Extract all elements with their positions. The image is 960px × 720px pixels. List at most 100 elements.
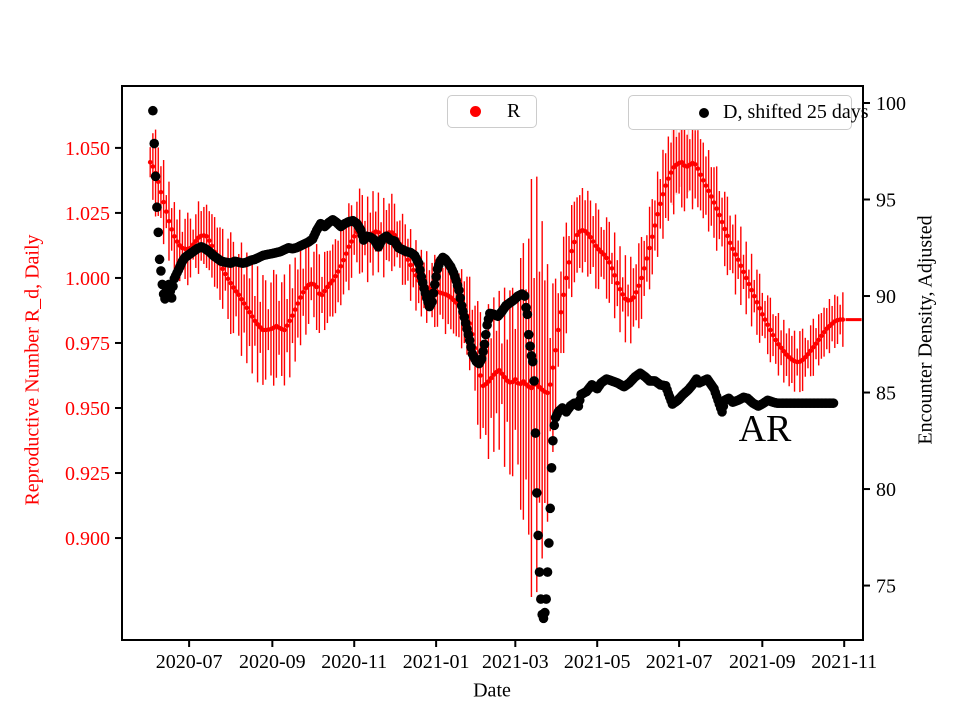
left-tick-label: 0.975 <box>65 333 110 355</box>
r-data-point <box>620 292 626 297</box>
left-tick-label: 1.000 <box>65 268 110 290</box>
r-data-point <box>692 162 698 167</box>
r-data-point <box>255 322 260 327</box>
d-data-point <box>150 171 161 182</box>
r-data-point <box>698 172 703 178</box>
d-data-point <box>154 254 165 265</box>
r-data-point <box>711 200 717 205</box>
d-data-point <box>525 341 535 352</box>
right-tick-label: 100 <box>876 93 906 115</box>
r-data-point <box>335 269 341 274</box>
r-data-point <box>733 252 738 257</box>
r-data-point <box>738 263 744 269</box>
r-data-point <box>172 234 177 239</box>
left-tick-label: 0.925 <box>65 463 110 485</box>
r-data-point <box>617 286 623 292</box>
r-data-point <box>735 257 741 263</box>
r-data-point <box>722 226 728 232</box>
d-data-point <box>533 530 543 541</box>
r-data-point <box>322 288 328 294</box>
r-data-point <box>821 329 827 335</box>
d-data-point <box>455 293 466 303</box>
r-data-point <box>502 374 507 380</box>
r-data-point <box>295 301 301 306</box>
r-data-point <box>660 191 666 197</box>
r-data-point <box>290 313 295 318</box>
d-data-point <box>427 297 437 307</box>
r-data-point <box>585 231 591 237</box>
r-data-point <box>284 323 290 328</box>
r-data-point <box>719 219 725 225</box>
r-data-point <box>816 337 822 343</box>
r-data-point <box>351 234 357 239</box>
r-data-point <box>233 289 239 294</box>
legend-r-label: R <box>507 100 521 122</box>
r-data-point <box>725 233 730 239</box>
r-data-point <box>499 371 505 377</box>
d-data-point <box>546 463 557 473</box>
r-data-point <box>765 322 770 328</box>
r-data-point <box>762 317 768 322</box>
d-data-point <box>429 279 440 290</box>
d-data-point <box>544 538 554 548</box>
r-data-point <box>244 305 250 311</box>
legend-r-series: R <box>447 95 537 128</box>
r-data-point <box>558 309 564 315</box>
d-data-point <box>168 281 178 292</box>
r-data-point <box>193 238 199 244</box>
r-data-point <box>249 314 255 319</box>
r-data-point <box>593 243 599 249</box>
r-data-point <box>252 318 258 324</box>
r-data-point <box>754 299 760 305</box>
r-data-point <box>727 240 733 246</box>
r-data-point <box>741 269 746 275</box>
d-data-point <box>428 288 439 298</box>
r-data-point <box>770 332 776 338</box>
r-data-point <box>564 275 569 281</box>
x-tick-label: 2020-09 <box>239 651 306 673</box>
r-data-point <box>228 280 234 286</box>
r-data-point <box>609 266 615 271</box>
r-data-point <box>709 194 714 199</box>
d-data-point <box>148 105 158 116</box>
r-data-point <box>204 234 209 239</box>
r-data-point <box>647 245 652 251</box>
right-tick-label: 85 <box>876 383 896 405</box>
r-data-point <box>668 170 674 175</box>
r-data-point <box>303 285 309 291</box>
ar-annotation: AR <box>738 408 792 451</box>
r-data-point <box>566 260 572 265</box>
x-tick-label: 2020-07 <box>156 651 223 673</box>
d-data-point <box>431 271 441 282</box>
r-data-point <box>652 223 658 228</box>
d-data-point <box>152 202 162 213</box>
r-data-point <box>663 183 668 188</box>
r-data-point <box>330 278 336 283</box>
r-data-point <box>239 296 244 302</box>
r-data-point <box>561 292 566 298</box>
d-data-point <box>548 435 558 446</box>
r-data-point <box>529 385 534 391</box>
r-data-point <box>805 351 811 357</box>
r-data-point <box>314 284 319 290</box>
r-data-point <box>247 309 252 315</box>
r-data-point <box>768 327 773 333</box>
r-data-point <box>819 333 824 339</box>
r-data-point <box>163 209 169 214</box>
r-data-point <box>706 188 711 194</box>
r-data-point <box>513 377 518 382</box>
r-data-point <box>746 281 752 287</box>
left-tick-label: 0.950 <box>65 398 110 420</box>
d-data-point <box>828 398 839 408</box>
r-data-point <box>158 189 164 195</box>
r-data-point <box>547 382 553 387</box>
r-data-point <box>644 256 650 261</box>
r-data-point <box>776 341 781 347</box>
d-data-point <box>479 339 490 350</box>
r-data-point <box>550 365 556 370</box>
d-data-point <box>156 266 166 276</box>
r-data-point <box>749 287 754 293</box>
r-data-point <box>174 239 180 244</box>
d-data-point <box>540 607 550 618</box>
r-data-point <box>486 379 491 384</box>
